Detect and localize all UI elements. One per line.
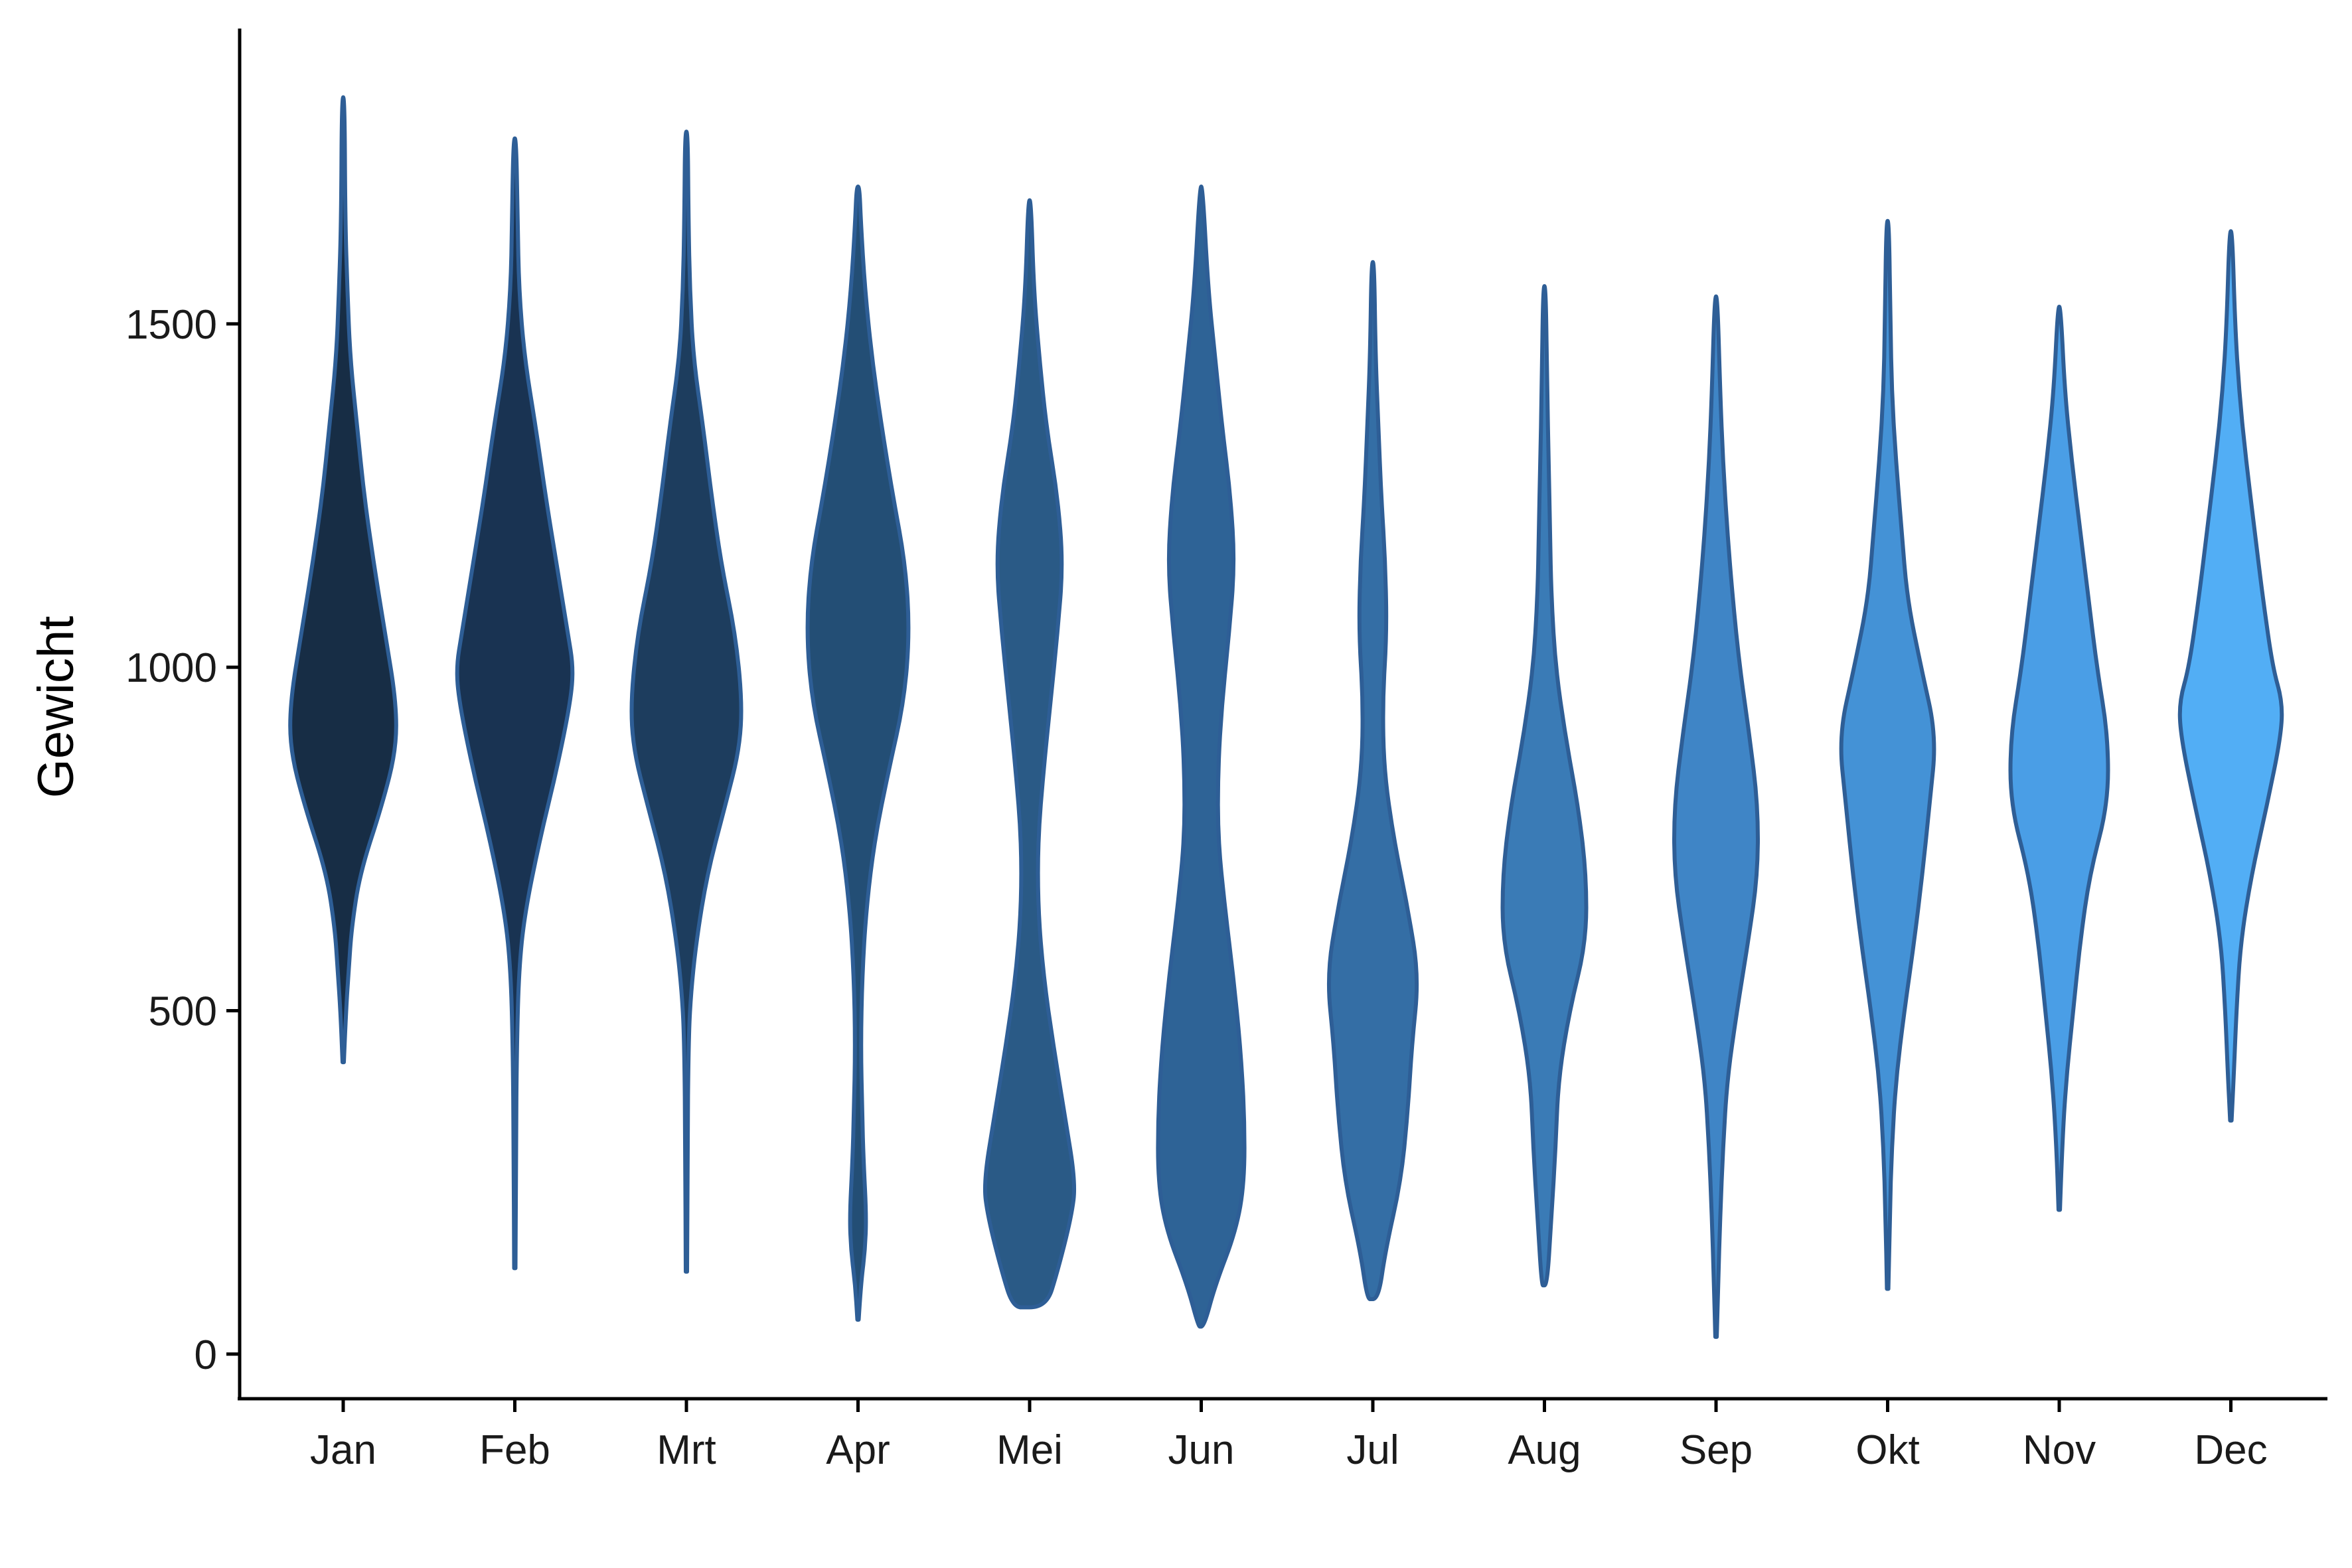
y-tick-label-1500: 1500 [125,302,217,348]
violin-jul [1326,260,1419,1301]
violin-sep [1672,294,1760,1339]
violin-apr [805,185,911,1322]
x-tick-label-aug: Aug [1508,1427,1581,1473]
y-ticks: 0 500 1000 1500 [125,302,240,1378]
x-tick-label-dec: Dec [2194,1427,2267,1473]
violin-nov [2008,305,2110,1212]
y-tick-label-500: 500 [149,988,217,1034]
y-tick-label-0: 0 [195,1332,217,1378]
x-tick-label-okt: Okt [1855,1427,1919,1473]
x-tick-label-jul: Jul [1346,1427,1399,1473]
x-ticks: Jan Feb Mrt Apr Mei Jun Jul Aug Sep Okt Nov Dec [310,1399,2268,1473]
y-axis-title: Gewicht [28,616,84,799]
violin-okt [1839,218,1936,1291]
y-tick-label-1000: 1000 [125,645,217,691]
violin-aug [1500,284,1589,1288]
x-tick-label-mei: Mei [996,1427,1063,1473]
x-tick-label-feb: Feb [479,1427,550,1473]
x-tick-label-mrt: Mrt [657,1427,716,1473]
violin-mei [982,198,1077,1310]
x-tick-label-apr: Apr [826,1427,890,1473]
x-tick-label-jun: Jun [1168,1427,1235,1473]
violin-feb [455,136,575,1271]
x-tick-label-jan: Jan [310,1427,376,1473]
x-tick-label-nov: Nov [2023,1427,2096,1473]
violin-jan [288,95,398,1065]
violin-dec [2177,229,2284,1123]
x-tick-label-sep: Sep [1680,1427,1753,1473]
violins-layer [288,95,2284,1339]
axes-layer [238,29,2327,1401]
violin-jun [1156,185,1247,1329]
violin-mrt [629,129,744,1274]
